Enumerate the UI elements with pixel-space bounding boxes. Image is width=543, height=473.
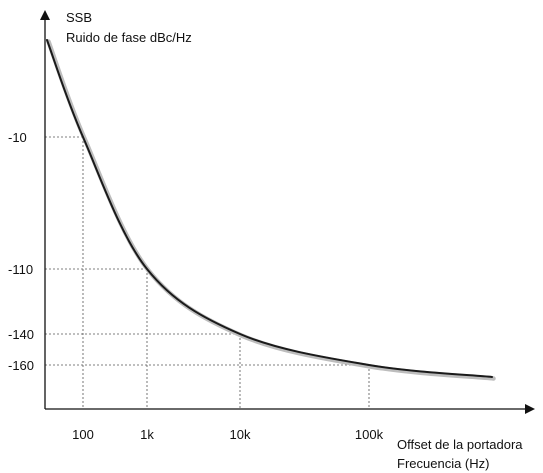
x-tick-label: 1k <box>140 427 154 442</box>
x-axis-label-line-1: Offset de la portadora <box>397 437 523 452</box>
y-tick-label: -160 <box>8 358 34 373</box>
phase-noise-curve <box>46 39 493 378</box>
x-tick-label: 100k <box>355 427 384 442</box>
x-axis-label-line-2: Frecuencia (Hz) <box>397 456 489 471</box>
y-tick-labels: -10 -110 -140 -160 <box>8 130 34 373</box>
x-tick-label: 10k <box>230 427 251 442</box>
x-tick-labels: 100 1k 10k 100k <box>72 427 383 442</box>
y-tick-label: -10 <box>8 130 27 145</box>
dashed-guide-lines <box>45 136 370 409</box>
y-axis-label-line-2: Ruido de fase dBc/Hz <box>66 30 192 45</box>
y-tick-label: -140 <box>8 327 34 342</box>
x-tick-label: 100 <box>72 427 94 442</box>
y-tick-label: -110 <box>8 262 33 277</box>
y-axis-label-line-1: SSB <box>66 10 92 25</box>
phase-noise-curve-shadow <box>46 39 496 381</box>
